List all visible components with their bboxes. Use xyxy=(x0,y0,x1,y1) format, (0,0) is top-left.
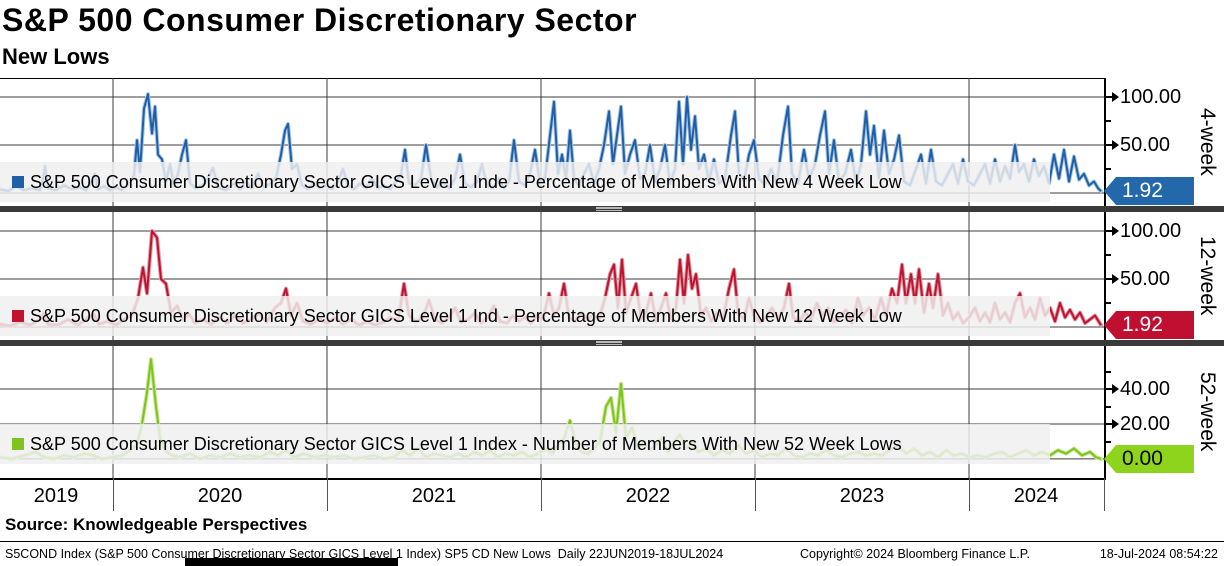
panel-axis-label-12-week: 12-week xyxy=(1196,236,1219,316)
legend-52-week[interactable]: S&P 500 Consumer Discretionary Sector GI… xyxy=(0,424,1050,464)
y-tick-minor xyxy=(1104,120,1111,122)
y-tick-label: 100.00 xyxy=(1120,86,1182,108)
x-year-label: 2021 xyxy=(411,485,457,507)
legend-marker-icon xyxy=(12,176,24,188)
legend-marker-icon xyxy=(12,438,24,450)
legend-label: S&P 500 Consumer Discretionary Sector GI… xyxy=(30,171,902,192)
source-line: Source: Knowledgeable Perspectives xyxy=(5,515,308,534)
panel-resize-handle[interactable] xyxy=(596,341,622,345)
plot-top-border xyxy=(0,78,1104,79)
x-year-label: 2024 xyxy=(1013,485,1059,507)
y-tick-minor xyxy=(1104,168,1111,170)
panel-separator xyxy=(0,340,1224,346)
y-tick-label: 40.00 xyxy=(1120,378,1171,400)
x-year-separator xyxy=(113,478,114,511)
x-year-label: 2020 xyxy=(197,485,243,507)
legend-band xyxy=(0,162,1050,202)
y-tick-minor xyxy=(1104,302,1111,304)
y-tick-label: 100.00 xyxy=(1120,220,1182,242)
legend-band xyxy=(0,424,1050,464)
panel-axis-label-4-week: 4-week xyxy=(1196,108,1219,176)
panel-resize-handle[interactable] xyxy=(596,207,622,211)
x-year-separator xyxy=(327,478,328,511)
legend-12-week[interactable]: S&P 500 Consumer Discretionary Sector GI… xyxy=(0,296,1050,336)
legend-band xyxy=(0,296,1050,336)
last-value-tag-52-week: 0.00 xyxy=(1104,445,1194,473)
y-tick-label: 50.00 xyxy=(1120,134,1171,156)
bottom-black-bar xyxy=(185,558,398,566)
x-year-label: 2023 xyxy=(839,485,885,507)
x-year-separator xyxy=(1104,478,1105,511)
footer-timestamp: 18-Jul-2024 08:54:22 xyxy=(1099,547,1218,561)
panel-axis-label-52-week: 52-week xyxy=(1196,372,1219,452)
page-title: S&P 500 Consumer Discretionary Sector xyxy=(2,2,638,38)
last-value-tag-4-week: 1.92 xyxy=(1104,177,1194,205)
y-tick-label: 50.00 xyxy=(1120,268,1171,290)
legend-4-week[interactable]: S&P 500 Consumer Discretionary Sector GI… xyxy=(0,162,1050,202)
panel-4-week[interactable]: S&P 500 Consumer Discretionary Sector GI… xyxy=(0,78,1104,206)
panel-12-week[interactable]: S&P 500 Consumer Discretionary Sector GI… xyxy=(0,212,1104,340)
x-year-separator xyxy=(755,478,756,511)
x-year-separator xyxy=(541,478,542,511)
x-axis-line xyxy=(0,478,1106,480)
last-value-tag-12-week: 1.92 xyxy=(1104,311,1194,339)
y-tick-minor xyxy=(1104,406,1111,408)
legend-label: S&P 500 Consumer Discretionary Sector GI… xyxy=(30,433,902,454)
x-year-separator xyxy=(969,478,970,511)
legend-marker-icon xyxy=(12,310,24,322)
x-year-label: 2019 xyxy=(33,485,79,507)
legend-label: S&P 500 Consumer Discretionary Sector GI… xyxy=(30,305,902,326)
y-tick-minor xyxy=(1104,441,1111,443)
footer-copyright: Copyright© 2024 Bloomberg Finance L.P. xyxy=(800,547,1030,561)
panel-separator xyxy=(0,206,1224,212)
panel-52-week[interactable]: S&P 500 Consumer Discretionary Sector GI… xyxy=(0,346,1104,478)
footer-divider xyxy=(0,541,1224,542)
x-year-label: 2022 xyxy=(625,485,671,507)
y-tick-minor xyxy=(1104,254,1111,256)
y-tick-label: 20.00 xyxy=(1120,413,1171,435)
y-tick-minor xyxy=(1104,371,1111,373)
page-subtitle: New Lows xyxy=(2,44,110,69)
footer-ticker-text: S5COND Index (S&P 500 Consumer Discretio… xyxy=(5,547,724,561)
